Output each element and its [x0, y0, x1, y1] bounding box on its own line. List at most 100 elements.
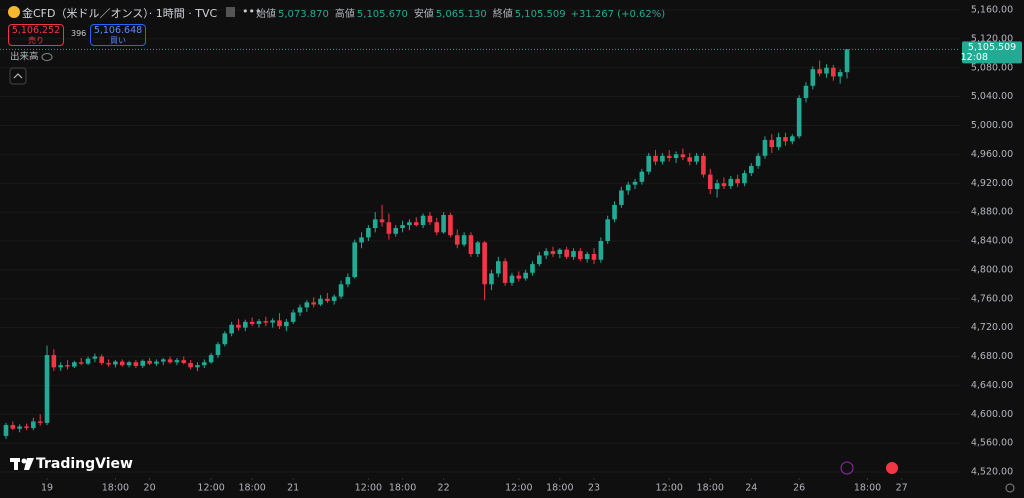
legend-label: 高値: [334, 9, 355, 20]
candle-body: [769, 139, 775, 148]
candle-body: [591, 253, 597, 260]
candle-body: [762, 139, 768, 156]
y-tick-label: 5,120.00: [971, 33, 1013, 44]
x-tick-label: 18:00: [102, 483, 129, 494]
candle-body: [140, 360, 146, 366]
chevron: [13, 73, 23, 79]
candle-body: [639, 171, 645, 182]
x-tick-label: 23: [588, 483, 600, 494]
candle-body: [208, 355, 214, 363]
candle-body: [632, 181, 638, 185]
candle-body: [413, 222, 419, 226]
legend-value: 5,065.130: [435, 9, 487, 20]
candle-body: [222, 333, 228, 345]
candle-body: [502, 261, 508, 283]
x-tick-label: 24: [745, 483, 757, 494]
candle-body: [454, 235, 460, 245]
candle-body: [277, 320, 282, 327]
candle-body: [3, 425, 9, 436]
candle-body: [461, 235, 467, 245]
candle-body: [817, 69, 822, 74]
flag-icon: [226, 7, 235, 17]
candle-body: [707, 174, 713, 190]
candle-body: [106, 362, 111, 365]
x-tick-label: 18:00: [389, 483, 416, 494]
volume-label: 出来高: [10, 51, 39, 63]
candle-body: [509, 275, 515, 283]
candle-body: [728, 178, 734, 187]
x-tick-label: 18:00: [238, 483, 265, 494]
y-tick-label: 4,880.00: [971, 207, 1013, 218]
candle-body: [318, 298, 323, 305]
y-tick-label: 4,760.00: [971, 293, 1013, 304]
candle-body: [24, 426, 29, 428]
candle-body: [78, 362, 84, 364]
y-tick-label: 4,840.00: [971, 236, 1013, 247]
candle-body: [523, 272, 528, 279]
buy-price: 5,106.648: [93, 25, 143, 36]
candle-body: [721, 183, 727, 187]
y-tick-label: 4,560.00: [971, 438, 1013, 449]
candle-body: [803, 85, 809, 99]
sell-price: 5,106.252: [11, 25, 61, 36]
legend-label: 始値: [256, 9, 276, 20]
candle-body: [181, 360, 187, 363]
candle-body: [99, 356, 105, 363]
candle-body: [249, 321, 255, 325]
more-button[interactable]: •••: [242, 5, 261, 18]
candle-body: [714, 183, 720, 190]
candle-body: [680, 154, 686, 158]
candle-body: [345, 277, 351, 285]
candle-body: [646, 155, 652, 172]
x-tick-label: 22: [438, 483, 450, 494]
candle-body: [386, 222, 392, 234]
candle-body: [229, 324, 234, 334]
eye-icon[interactable]: [41, 53, 53, 61]
candle-body: [584, 253, 590, 260]
candle-body: [625, 184, 631, 191]
x-tick-label: 19: [41, 483, 53, 494]
candle-body: [236, 324, 241, 328]
candle-body: [694, 155, 699, 162]
candle-body: [783, 137, 788, 142]
candle-body: [243, 321, 248, 328]
candle-body: [113, 361, 118, 365]
candle-body: [420, 215, 426, 226]
x-tick-label: 18:00: [697, 483, 724, 494]
candle-body: [748, 165, 754, 174]
symbol-title[interactable]: 金CFD（米ドル／オンス）· 1時間 · TVC: [22, 7, 218, 20]
candle-body: [174, 360, 180, 363]
buy-button[interactable]: 5,106.648 買い: [90, 24, 146, 46]
candle-body: [133, 362, 139, 366]
legend-label: 安値: [413, 9, 434, 20]
candle-body: [790, 136, 795, 142]
sell-button[interactable]: 5,106.252 売り: [8, 24, 64, 46]
candle-body: [427, 215, 433, 223]
candle-body: [256, 321, 262, 325]
candle-body: [475, 242, 481, 254]
x-tick-label: 18:00: [546, 483, 573, 494]
y-tick-label: 5,080.00: [971, 62, 1013, 73]
y-tick-label: 4,960.00: [971, 149, 1013, 160]
y-tick-label: 4,720.00: [971, 322, 1013, 333]
x-tick-label: 12:00: [355, 483, 382, 494]
candle-body: [304, 302, 310, 308]
last-price-label: 5,105.509: [968, 42, 1016, 53]
candle-body: [831, 67, 836, 77]
collapse-button[interactable]: [9, 67, 27, 85]
legend-value: 5,073.870: [278, 9, 329, 20]
event-icon[interactable]: [840, 461, 854, 475]
candle-body: [58, 365, 63, 368]
watermark-logo: [10, 458, 34, 470]
event-icon[interactable]: [886, 462, 898, 474]
candle-body: [72, 362, 77, 367]
candle-body: [44, 355, 50, 423]
settings-icon[interactable]: [1005, 483, 1015, 493]
candle-body: [557, 249, 563, 254]
symbol-icon: [8, 6, 20, 18]
y-tick-label: 4,640.00: [971, 380, 1013, 391]
candle-body: [201, 362, 207, 366]
candle-body: [331, 296, 337, 301]
candle-body: [844, 49, 850, 73]
